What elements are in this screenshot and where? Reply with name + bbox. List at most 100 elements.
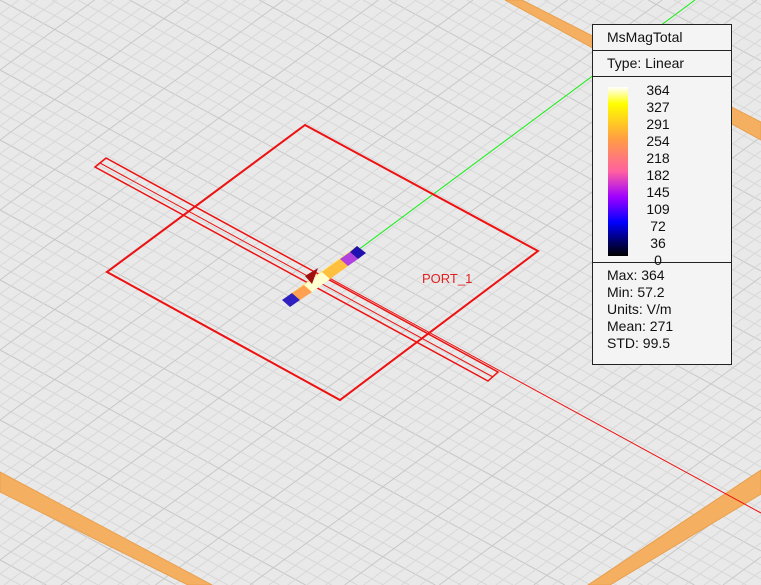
grid-line [722,556,761,585]
grid-line [0,0,58,43]
grid-line [0,0,190,141]
grid-line [0,0,398,295]
legend-stats: Max: 364 Min: 57.2 Units: V/m Mean: 271 … [593,263,731,356]
grid-line [741,570,761,585]
grid-line [0,321,488,585]
tick-label: 182 [646,167,670,183]
grid-line [533,416,761,585]
field-patch [350,246,366,259]
grid-line [0,0,133,99]
grid-line [0,349,436,585]
grid-line [684,528,761,585]
stat-mean: Mean: 271 [607,318,674,334]
grid-line [0,0,436,323]
field-patch [322,259,348,279]
tick-label: 291 [646,116,670,132]
grid-line [0,517,125,585]
color-bar [608,87,628,256]
grid-line [0,0,644,477]
grid-line [0,209,695,585]
grid-line [0,0,530,393]
field-plot [282,246,366,307]
scale-ticks: 364 327 291 254 218 182 145 109 72 36 0 [643,82,673,269]
grid-line [0,0,606,449]
grid-line [0,307,514,585]
tick-label: 109 [646,201,670,217]
tick-label: 36 [650,235,666,251]
port-label: PORT_1 [422,271,472,286]
stat-units: Units: V/m [607,301,672,317]
grid-line [699,0,761,34]
grid-line [703,542,761,585]
substrate-outline [105,123,540,402]
grid-line [0,0,682,505]
grid-line [420,332,761,585]
tick-label: 254 [646,133,670,149]
grid-line [0,223,669,585]
grid-line [571,444,761,585]
grid-line [495,388,761,585]
feed-strip-inner-line [99,162,494,378]
grid-line [0,377,384,585]
grid-line [476,374,761,585]
grid-line [0,0,171,127]
grid-line [0,0,228,169]
grid-line [0,0,152,113]
grid-line [0,335,462,585]
tick-label: 364 [646,82,670,98]
red-axis-line [319,272,761,514]
grid-line [0,0,625,463]
field-patch [340,252,358,266]
grid-line [0,0,114,85]
grid-line [0,0,512,379]
tick-label: 327 [646,99,670,115]
grid-line [0,0,95,71]
grid-line [0,503,151,585]
grid-line [673,0,761,48]
grid-line [0,0,549,407]
grid-line [0,0,322,239]
field-patch [292,285,312,300]
grid-line [0,391,358,585]
grid-line [0,0,20,15]
tick-label: 72 [650,218,666,234]
tick-label: 218 [646,150,670,166]
stat-std: STD: 99.5 [607,335,671,351]
grid-line [0,0,209,155]
tick-label: 0 [654,252,662,268]
stat-max: Max: 364 [607,267,665,283]
grid-line [0,0,587,435]
grid-line [0,0,360,267]
grid-line [0,0,76,57]
grid-line [0,0,417,309]
field-patch [282,293,300,307]
field-patch [304,272,330,292]
stat-min: Min: 57.2 [607,284,665,300]
tick-label: 145 [646,184,670,200]
grid-line [0,0,285,211]
grid-line [514,402,761,585]
grid-line [0,0,341,253]
grid-line [0,363,410,585]
color-scale: 364 327 291 254 218 182 145 109 72 36 0 [593,77,731,268]
field-legend[interactable]: MsMagTotal Type: Linear 364 327 291 254 … [592,24,732,365]
grid-line [0,573,21,585]
grid-line [0,181,747,585]
grid-line [438,346,761,585]
grid-line [0,531,99,585]
grid-line [457,360,761,585]
band-bottom-right [587,469,761,585]
grid-line [0,293,540,585]
grid-line [0,0,39,29]
grid-line [0,461,229,585]
band-bottom-left [0,471,213,585]
grid-line [0,0,247,183]
grid-line [0,0,266,197]
grid-line [0,433,280,585]
legend-title: MsMagTotal [593,25,731,51]
grid-line [0,559,47,585]
grid-line [0,0,493,365]
grid-line [0,447,254,585]
grid-line [0,0,663,491]
grid-line [0,0,303,225]
